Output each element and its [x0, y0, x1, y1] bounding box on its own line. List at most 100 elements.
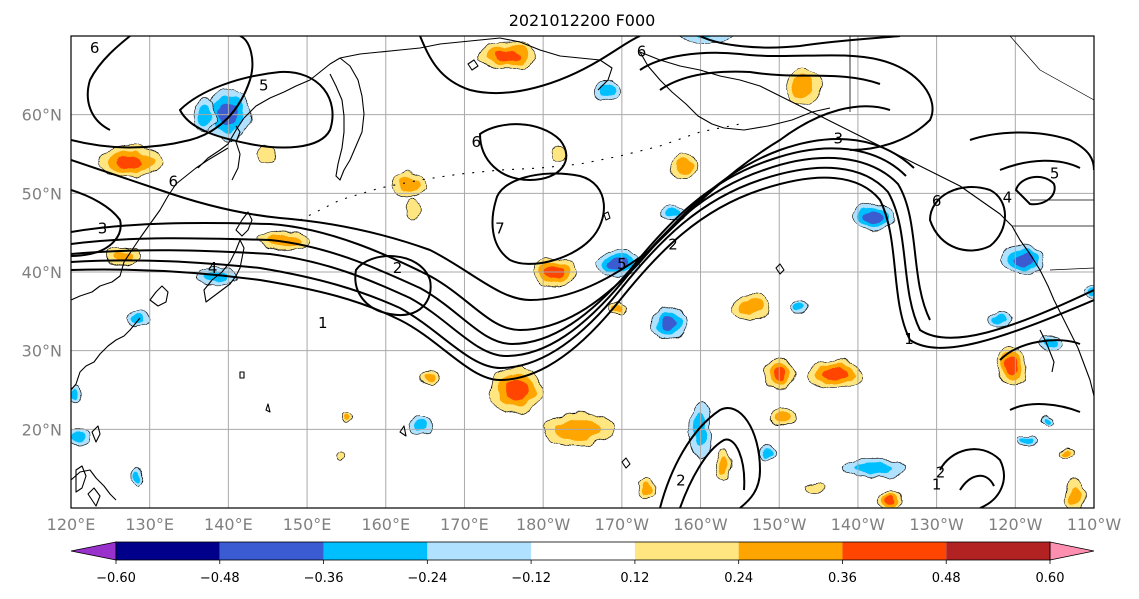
anomaly-band — [854, 462, 894, 475]
anomaly-blob — [408, 414, 435, 436]
colorbar-swatch — [427, 542, 532, 560]
anomaly-blob — [806, 483, 823, 494]
latitude-tick-label: 50°N — [22, 184, 62, 203]
anomaly-band — [495, 49, 520, 62]
contour-lines — [71, 36, 1094, 508]
anomaly-band — [116, 154, 145, 169]
contour-label: 6 — [90, 39, 100, 57]
anomaly-band — [71, 431, 87, 444]
anomaly-band — [111, 250, 133, 263]
longitude-tick-label: 110°W — [1067, 515, 1122, 534]
anomaly-blob — [1000, 245, 1046, 275]
contour-label: 2 — [393, 259, 403, 277]
colorbar-tick-label: −0.12 — [511, 571, 551, 586]
anomaly-blob — [418, 370, 440, 387]
anomaly-blob — [806, 359, 863, 389]
anomaly-band — [422, 373, 436, 384]
colorbar-tick-label: −0.48 — [200, 571, 240, 586]
colorbar-tick-label: −0.60 — [96, 571, 136, 586]
anomaly-band — [639, 482, 652, 495]
colorbar-swatch — [738, 542, 843, 560]
anomaly-band — [794, 303, 804, 312]
colorbar-outline — [115, 541, 1051, 561]
anomaly-band — [1068, 486, 1081, 506]
anomaly-band — [884, 495, 895, 505]
anomaly-band — [1021, 437, 1033, 445]
longitude-tick-label: 170°W — [595, 515, 650, 534]
longitude-tick-label: 150°W — [752, 515, 807, 534]
anomaly-blob — [257, 145, 278, 163]
anomaly-blob — [759, 446, 776, 460]
anomaly-blob — [651, 305, 687, 341]
contour-label: 6 — [169, 173, 179, 191]
latitude-tick-label: 60°N — [22, 106, 62, 125]
anomaly-blob — [790, 300, 808, 314]
anomaly-band — [665, 208, 681, 218]
anomaly-blob — [1017, 435, 1037, 447]
contour-label: 4 — [1003, 188, 1013, 206]
contour-label: 4 — [208, 259, 218, 277]
anomaly-blob — [770, 407, 797, 428]
anomaly-blob — [337, 452, 348, 462]
longitude-tick-label: 130°E — [125, 515, 174, 534]
colorbar-tick-label: 0.48 — [932, 571, 961, 586]
anomaly-band — [1062, 450, 1071, 456]
colorbar-swatch — [323, 542, 428, 560]
anomaly-blob — [71, 427, 91, 447]
colorbar-swatch — [116, 542, 220, 560]
colorbar-tick-label: 0.12 — [620, 571, 649, 586]
contour-label: 1 — [932, 475, 942, 493]
anomaly-blob — [550, 147, 568, 161]
colorbar-tick-label: −0.36 — [304, 571, 344, 586]
colorbar-tick-label: 0.24 — [724, 571, 753, 586]
coastlines — [71, 36, 1094, 507]
contour-label: 5 — [617, 255, 627, 273]
anomaly-band — [762, 449, 773, 457]
anomaly-band — [697, 36, 720, 38]
contour-label: 5 — [259, 77, 269, 95]
colorbar-swatch — [946, 542, 1050, 560]
anomaly-band — [791, 75, 814, 99]
anomaly-band — [413, 419, 429, 432]
contour-label: 6 — [932, 192, 942, 210]
map-title: 2021012200 F000 — [509, 11, 656, 30]
contour-label: 5 — [1050, 165, 1060, 183]
latitude-tick-labels: 20°N 30°N 40°N 50°N 60°N — [22, 106, 62, 440]
anomaly-band — [504, 379, 528, 401]
anomaly-band — [597, 84, 615, 98]
anomaly-blob — [715, 448, 733, 481]
anomaly-band — [337, 452, 348, 462]
anomaly-band — [1005, 357, 1018, 376]
longitude-tick-label: 120°W — [988, 515, 1043, 534]
longitude-tick-label: 120°E — [47, 515, 96, 534]
anomaly-band — [1013, 253, 1033, 267]
colorbar-swatch — [634, 542, 739, 560]
longitude-tick-label: 150°E — [283, 515, 332, 534]
colorbar-extend-max — [1049, 541, 1095, 561]
anomaly-blob — [132, 466, 144, 487]
anomaly-band — [775, 411, 791, 424]
anomaly-blob — [877, 490, 902, 508]
anomaly-blob — [987, 311, 1012, 328]
longitude-tick-label: 130°W — [909, 515, 964, 534]
anomaly-band — [677, 158, 693, 174]
anomaly-band — [806, 483, 823, 494]
anomaly-blob — [1063, 480, 1085, 508]
contour-label: 3 — [833, 129, 843, 147]
longitude-tick-label: 160°E — [361, 515, 410, 534]
anomaly-blob — [340, 410, 353, 425]
anomaly-blob — [71, 385, 82, 403]
anomaly-blob — [1059, 448, 1074, 458]
longitude-tick-label: 180°W — [516, 515, 571, 534]
contour-label: 2 — [676, 471, 686, 489]
anomaly-band — [864, 210, 884, 223]
anomaly-band — [550, 147, 568, 161]
anomaly-band — [822, 367, 847, 381]
anomaly-blob — [98, 145, 162, 178]
colorbar-tick-labels: −0.60 −0.48 −0.36 −0.24 −0.12 0.12 0.24 0.36 0.4… — [96, 560, 1064, 586]
anomaly-blob — [635, 478, 656, 499]
anomaly-band — [1042, 418, 1051, 425]
anomaly-band — [257, 145, 278, 163]
anomaly-band — [608, 257, 628, 271]
